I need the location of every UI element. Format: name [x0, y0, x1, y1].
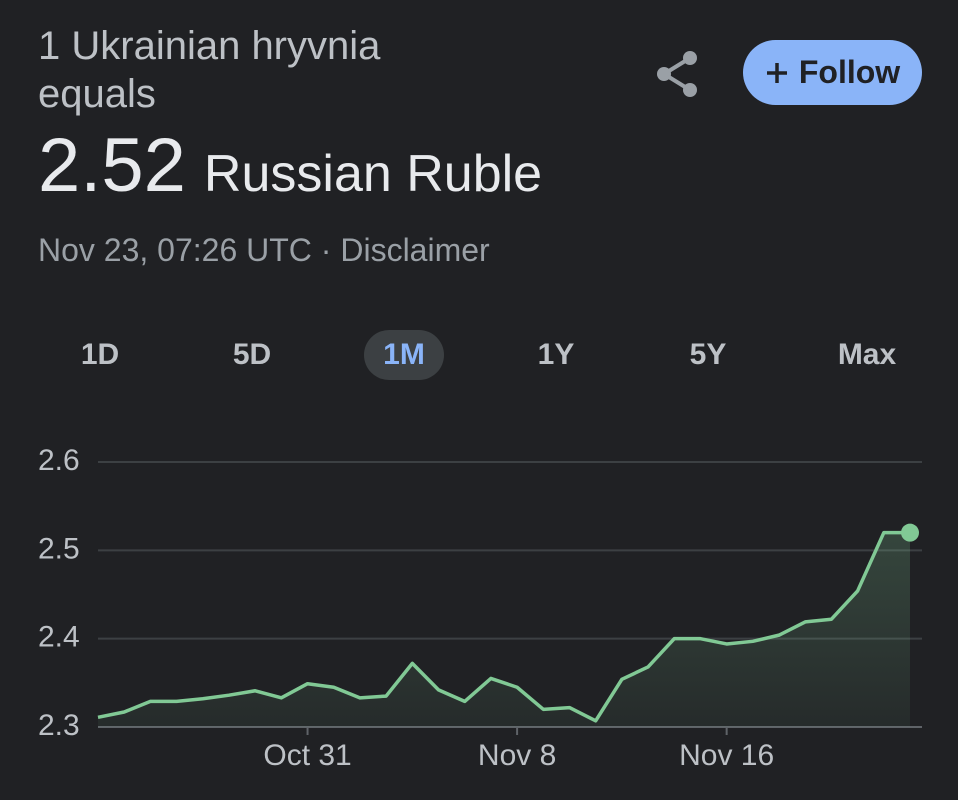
timestamp-row: Nov 23, 07:26 UTC · Disclaimer: [38, 232, 490, 269]
range-tab[interactable]: Max: [837, 338, 897, 371]
range-tab[interactable]: 1M: [364, 330, 444, 380]
rate-unit: Russian Ruble: [203, 145, 543, 203]
x-tick-label: Nov 8: [478, 739, 556, 772]
y-tick-label: 2.5: [38, 532, 80, 565]
chart: 2.3 2.4 2.5 2.6 Oct 31 Nov 8 Nov 16: [38, 444, 922, 772]
y-tick-label: 2.4: [38, 621, 80, 654]
end-point: [901, 523, 919, 542]
range-tab[interactable]: 1Y: [537, 338, 575, 371]
x-tick-label: Oct 31: [263, 739, 351, 772]
follow-button[interactable]: Follow: [743, 40, 922, 105]
rate: 2.52 Russian Ruble: [38, 122, 542, 209]
range-tab[interactable]: 1D: [80, 338, 120, 371]
disclaimer[interactable]: Disclaimer: [340, 232, 490, 268]
price-line: [97, 530, 910, 723]
area-fill: [98, 532, 910, 727]
range-tab[interactable]: 5D: [232, 338, 272, 371]
y-tick-label: 2.6: [38, 444, 80, 477]
x-tick-label: Nov 16: [679, 739, 774, 772]
y-tick-label: 2.3: [38, 709, 80, 742]
rate-value: 2.52: [38, 123, 186, 208]
follow-label: Follow: [798, 54, 901, 90]
range-tab[interactable]: 5Y: [689, 338, 727, 371]
share-icon[interactable]: [652, 48, 704, 100]
separator: ·: [320, 232, 332, 268]
plus-icon: [766, 62, 787, 83]
timestamp: Nov 23, 07:26 UTC: [38, 232, 312, 268]
title: 1 Ukrainian hryvnia equals: [38, 24, 381, 116]
